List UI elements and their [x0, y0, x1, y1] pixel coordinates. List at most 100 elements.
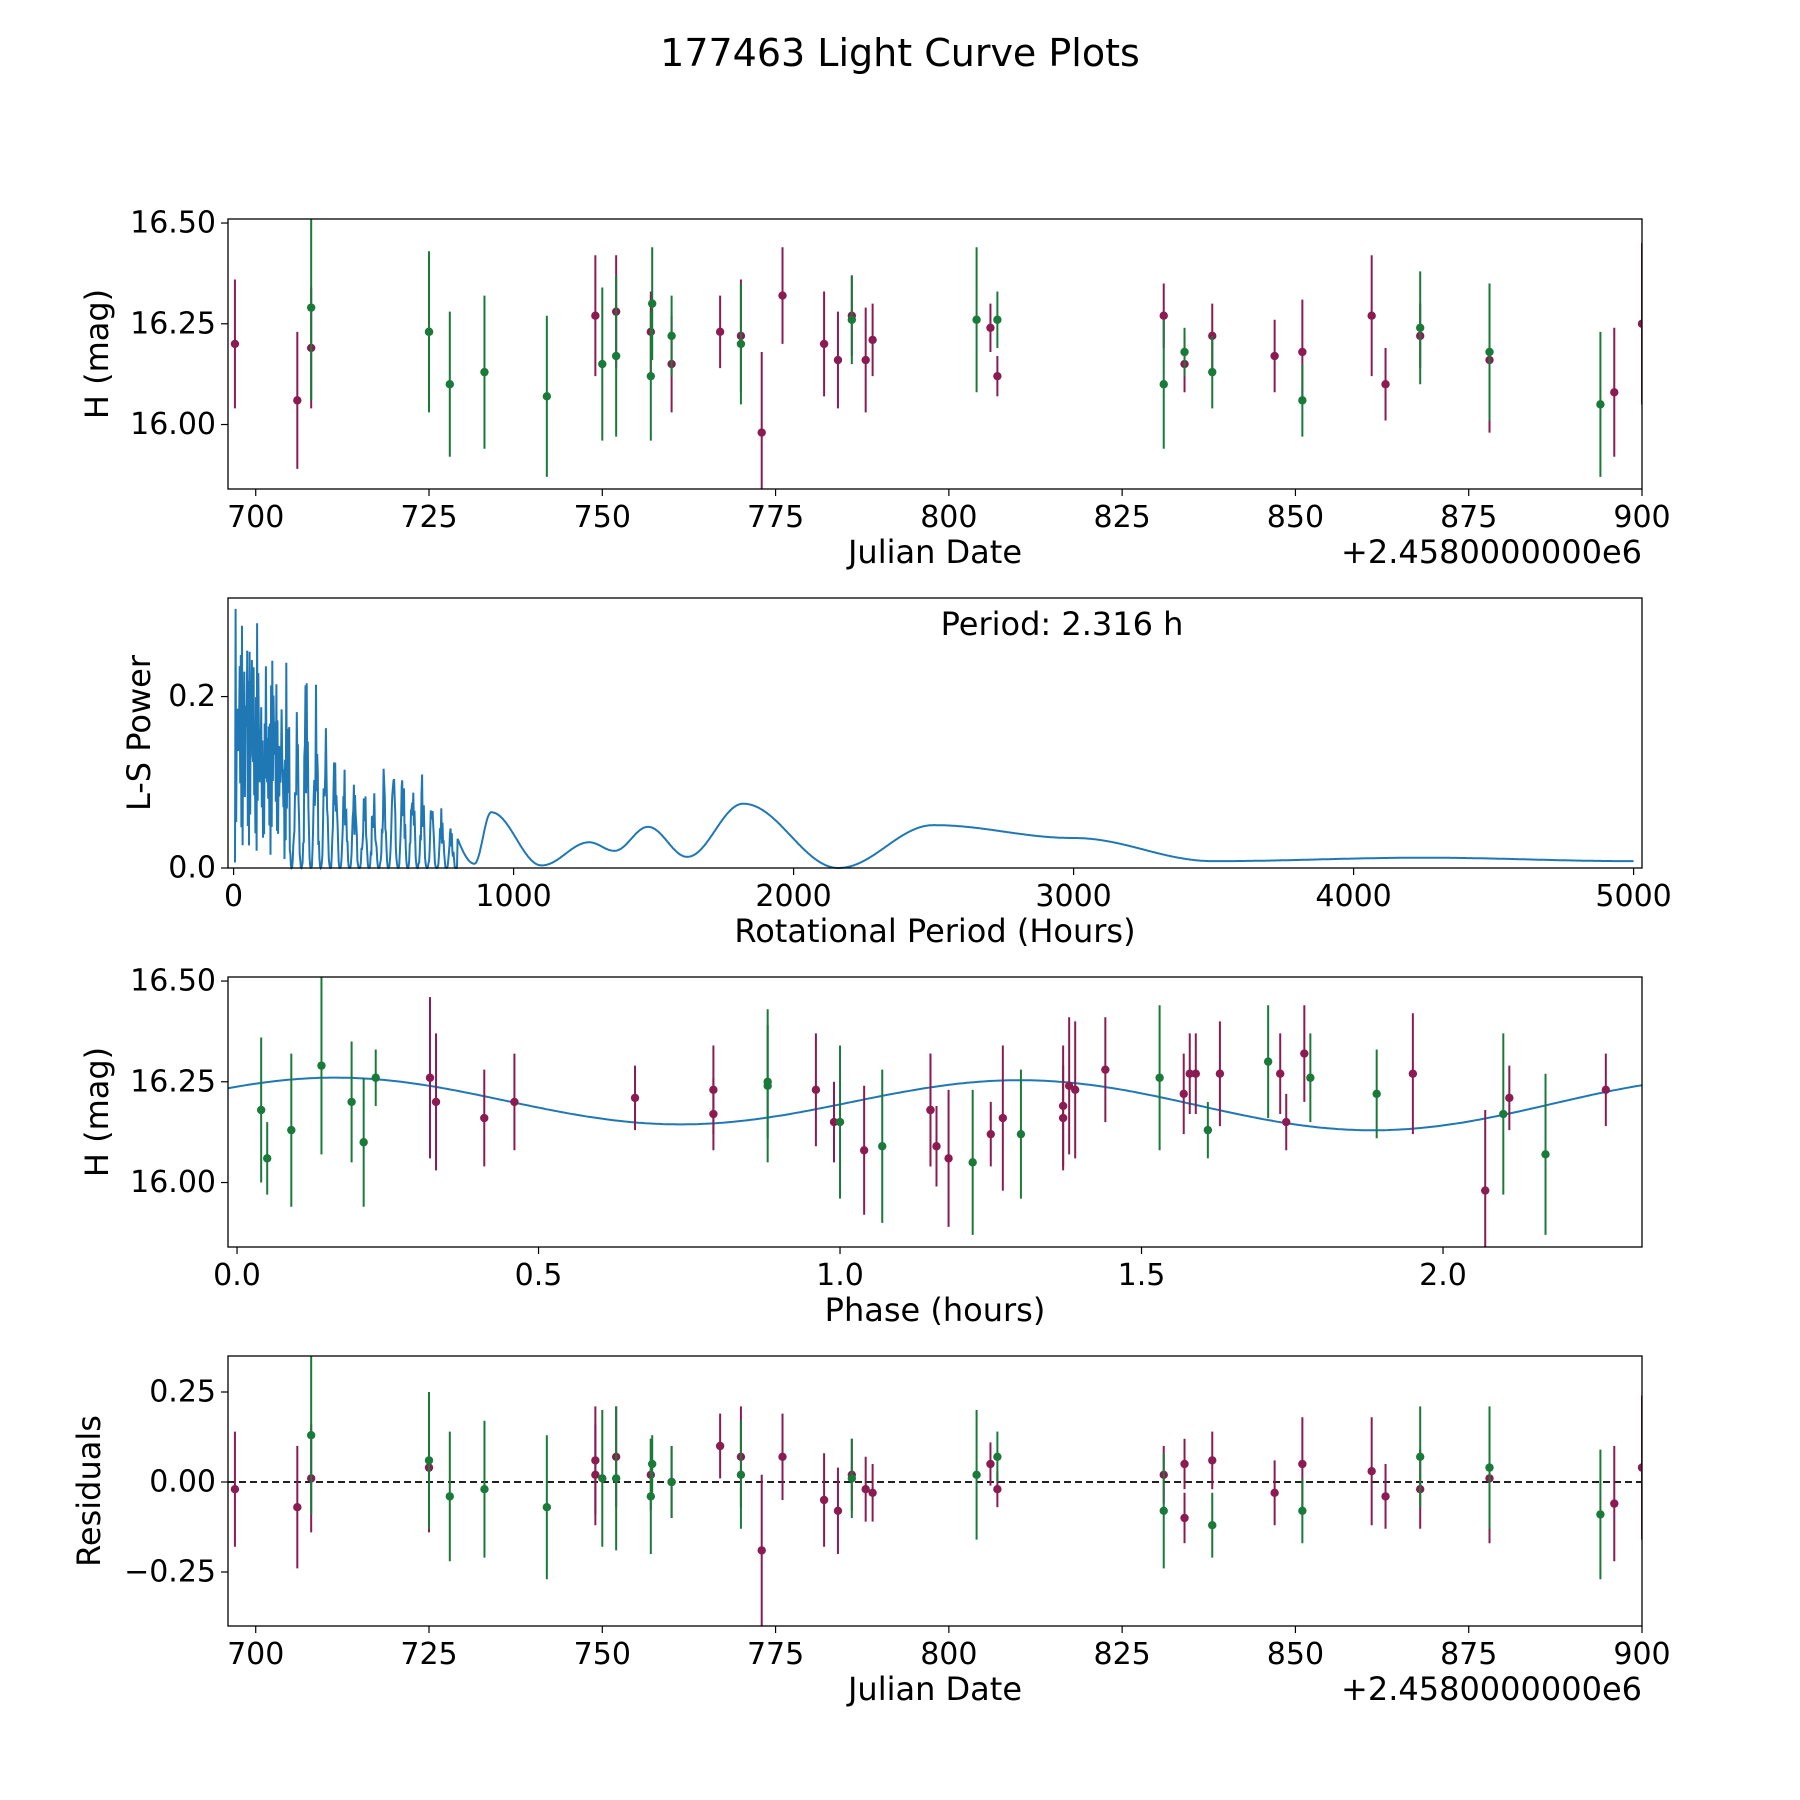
residuals-point-g: [648, 1459, 657, 1469]
residuals-point-g: [1208, 1521, 1217, 1530]
phased-point-g: [1155, 1073, 1164, 1082]
residuals-point-g: [1415, 1452, 1425, 1462]
panel-lightcurve: 700 725 750 775 800 825 850 875 900 16.00 16.25 16.…: [78, 206, 1671, 571]
lightcurve-point-g: [646, 371, 656, 381]
phased-point-g: [317, 1061, 326, 1070]
phased-frame: [227, 976, 1643, 1248]
lightcurve-xtick-label: 775: [747, 500, 804, 535]
phased-ytick-label: 16.25: [130, 1064, 216, 1099]
residuals-offset-label: +2.4580000000e6: [1341, 1670, 1642, 1708]
periodogram-xtick-label: 5000: [1595, 879, 1671, 914]
residuals-point-r: [1610, 1499, 1619, 1508]
phased-point-r: [1276, 1069, 1285, 1078]
lightcurve-point-r: [819, 339, 829, 349]
periodogram-line: [234, 608, 1634, 871]
residuals-point-r: [868, 1488, 877, 1498]
residuals-point-r: [293, 1503, 302, 1512]
lightcurve-point-g: [972, 315, 981, 324]
residuals-ytick-label: 0.00: [149, 1465, 216, 1500]
residuals-ylabel: Residuals: [70, 1415, 108, 1567]
residuals-xtick-label: 850: [1267, 1637, 1324, 1672]
lightcurve-ytick-label: 16.50: [130, 206, 216, 241]
phased-point-g: [1016, 1129, 1026, 1139]
phased-point-r: [1064, 1081, 1074, 1091]
phased-xtick-label: 0.5: [515, 1258, 563, 1293]
periodogram-xtick-label: 4000: [1315, 879, 1391, 914]
residuals-point-r: [993, 1485, 1002, 1494]
phased-xtick-label: 1.5: [1118, 1258, 1166, 1293]
residuals-point-r: [715, 1441, 725, 1451]
residuals-xtick-label: 700: [227, 1637, 284, 1672]
panel-periodogram: 0 1000 2000 3000 4000 5000 0.0 0.2 Period: 2.31…: [120, 597, 1672, 950]
phased-data-layer: [228, 977, 1642, 1247]
lightcurve-point-r: [833, 355, 843, 365]
lightcurve-point-g: [648, 299, 657, 308]
residuals-point-g: [993, 1452, 1002, 1462]
phased-point-g: [968, 1158, 977, 1167]
lightcurve-ticks: 700 725 750 775 800 825 850 875 900 16.00 16.25 16.…: [130, 206, 1671, 535]
lightcurve-point-r: [861, 355, 870, 365]
residuals-xtick-label: 825: [1094, 1637, 1151, 1672]
phased-point-g: [256, 1105, 266, 1115]
residuals-ticks: 700 725 750 775 800 825 850 875 900 −0.25 0.00 0.25: [124, 1375, 1671, 1673]
lightcurve-ytick-label: 16.00: [130, 407, 216, 442]
phased-xtick-label: 2.0: [1419, 1258, 1467, 1293]
phased-point-r: [1058, 1113, 1068, 1123]
residuals-ytick-label: 0.25: [149, 1375, 216, 1410]
phased-point-g: [835, 1117, 845, 1127]
phased-point-g: [1306, 1073, 1315, 1082]
periodogram-marks: [234, 608, 1634, 871]
phased-point-r: [1505, 1093, 1514, 1103]
phased-point-r: [944, 1154, 953, 1163]
residuals-point-g: [480, 1485, 489, 1494]
phased-point-r: [986, 1129, 995, 1139]
lightcurve-point-g: [598, 359, 607, 369]
phased-point-g: [1499, 1109, 1508, 1119]
phased-point-r: [1300, 1049, 1309, 1058]
lightcurve-marks: [230, 219, 1642, 489]
residuals-point-g: [736, 1470, 746, 1480]
phased-point-r: [1070, 1085, 1080, 1095]
lightcurve-point-g: [1159, 380, 1168, 389]
lightcurve-point-r: [993, 371, 1002, 381]
figure-title: 177463 Light Curve Plots: [660, 31, 1140, 75]
residuals-point-g: [847, 1474, 857, 1483]
residuals-xlabel: Julian Date: [846, 1670, 1022, 1708]
lightcurve-xtick-label: 825: [1094, 500, 1151, 535]
residuals-xtick-label: 875: [1440, 1637, 1497, 1672]
phased-point-r: [1601, 1085, 1611, 1095]
lightcurve-point-g: [1208, 367, 1217, 377]
residuals-xtick-label: 750: [574, 1637, 631, 1672]
phased-marks: [228, 977, 1642, 1247]
lightcurve-point-r: [1367, 311, 1376, 320]
lightcurve-point-g: [306, 303, 316, 312]
lightcurve-ylabel: H (mag): [78, 289, 116, 419]
lightcurve-point-r: [1270, 351, 1279, 361]
residuals-point-g: [1485, 1463, 1494, 1472]
periodogram-xtick-label: 1000: [475, 879, 551, 914]
lightcurve-point-g: [480, 367, 489, 377]
lightcurve-point-r: [1637, 319, 1642, 328]
residuals-xtick-label: 800: [920, 1637, 977, 1672]
phased-point-r: [859, 1146, 869, 1155]
residuals-point-g: [1298, 1506, 1307, 1516]
residuals-point-r: [986, 1459, 995, 1469]
residuals-point-r: [1298, 1459, 1307, 1469]
phased-point-r: [829, 1117, 839, 1127]
periodogram-ticks: 0 1000 2000 3000 4000 5000 0.0 0.2: [168, 679, 1671, 914]
phased-point-r: [1191, 1069, 1200, 1078]
residuals-point-g: [667, 1477, 676, 1487]
residuals-point-g: [542, 1503, 552, 1512]
residuals-point-r: [861, 1485, 870, 1494]
periodogram-frame: [227, 597, 1643, 869]
residuals-point-r: [1180, 1513, 1189, 1523]
phased-point-r: [709, 1109, 718, 1119]
residuals-point-r: [757, 1546, 766, 1555]
residuals-marks: [228, 1356, 1642, 1626]
phased-point-r: [1408, 1069, 1418, 1078]
phased-point-r: [1481, 1186, 1490, 1195]
phased-point-r: [926, 1105, 935, 1115]
lightcurve-offset-label: +2.4580000000e6: [1341, 533, 1642, 571]
lightcurve-frame: [227, 218, 1643, 490]
lightcurve-xtick-label: 725: [400, 500, 457, 535]
